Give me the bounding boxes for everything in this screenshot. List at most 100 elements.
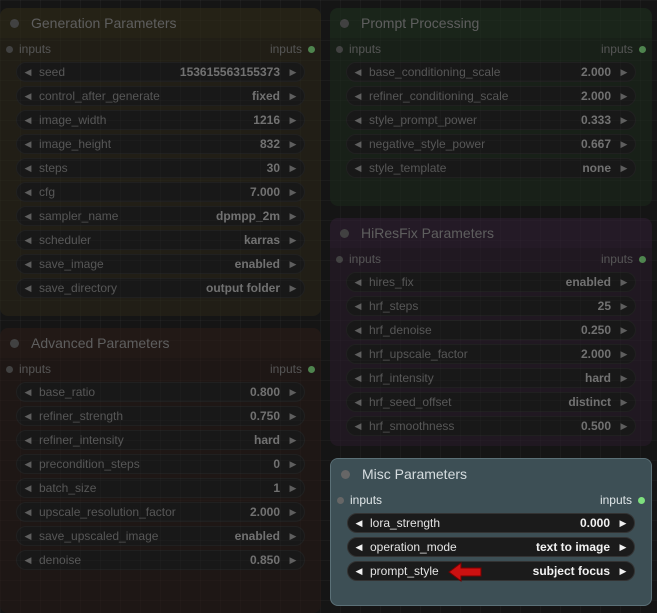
output-slot-icon[interactable] bbox=[639, 255, 646, 263]
increment-arrow-icon[interactable]: ▶ bbox=[620, 276, 628, 287]
widget-scheduler[interactable]: ◀ scheduler karras ▶ bbox=[16, 230, 305, 250]
increment-arrow-icon[interactable]: ▶ bbox=[620, 138, 628, 149]
decrement-arrow-icon[interactable]: ◀ bbox=[354, 66, 362, 77]
decrement-arrow-icon[interactable]: ◀ bbox=[24, 114, 32, 125]
decrement-arrow-icon[interactable]: ◀ bbox=[354, 396, 362, 407]
decrement-arrow-icon[interactable]: ◀ bbox=[24, 186, 32, 197]
node-header[interactable]: Prompt Processing bbox=[330, 8, 652, 38]
widget-negative-style-power[interactable]: ◀ negative_style_power 0.667 ▶ bbox=[346, 134, 636, 154]
widget-hrf-steps[interactable]: ◀ hrf_steps 25 ▶ bbox=[346, 296, 636, 316]
increment-arrow-icon[interactable]: ▶ bbox=[620, 90, 628, 101]
increment-arrow-icon[interactable]: ▶ bbox=[619, 565, 627, 576]
prompt-processing-node[interactable]: Prompt Processing inputs inputs ◀ base_co… bbox=[330, 8, 652, 206]
output-slot-icon[interactable] bbox=[308, 365, 315, 373]
widget-hrf-denoise[interactable]: ◀ hrf_denoise 0.250 ▶ bbox=[346, 320, 636, 340]
widget-control-after-generate[interactable]: ◀ control_after_generate fixed ▶ bbox=[16, 86, 305, 106]
decrement-arrow-icon[interactable]: ◀ bbox=[354, 324, 362, 335]
decrement-arrow-icon[interactable]: ◀ bbox=[24, 434, 32, 445]
widget-operation-mode[interactable]: ◀ operation_mode text to image ▶ bbox=[347, 537, 635, 557]
decrement-arrow-icon[interactable]: ◀ bbox=[354, 276, 362, 287]
node-header[interactable]: HiResFix Parameters bbox=[330, 218, 652, 248]
increment-arrow-icon[interactable]: ▶ bbox=[289, 114, 297, 125]
widget-save-image[interactable]: ◀ save_image enabled ▶ bbox=[16, 254, 305, 274]
decrement-arrow-icon[interactable]: ◀ bbox=[354, 420, 362, 431]
decrement-arrow-icon[interactable]: ◀ bbox=[24, 66, 32, 77]
widget-refiner-intensity[interactable]: ◀ refiner_intensity hard ▶ bbox=[16, 430, 305, 450]
collapse-dot-icon[interactable] bbox=[10, 18, 19, 28]
increment-arrow-icon[interactable]: ▶ bbox=[289, 210, 297, 221]
generation-parameters-node[interactable]: Generation Parameters inputs inputs ◀ see… bbox=[0, 8, 321, 316]
decrement-arrow-icon[interactable]: ◀ bbox=[24, 162, 32, 173]
widget-prompt-style[interactable]: ◀ prompt_style subject focus ▶ bbox=[347, 561, 635, 581]
increment-arrow-icon[interactable]: ▶ bbox=[620, 372, 628, 383]
misc-parameters-node[interactable]: Misc Parameters inputs inputs ◀ lora_stre… bbox=[330, 458, 652, 606]
decrement-arrow-icon[interactable]: ◀ bbox=[354, 162, 362, 173]
decrement-arrow-icon[interactable]: ◀ bbox=[24, 138, 32, 149]
decrement-arrow-icon[interactable]: ◀ bbox=[24, 410, 32, 421]
increment-arrow-icon[interactable]: ▶ bbox=[289, 162, 297, 173]
decrement-arrow-icon[interactable]: ◀ bbox=[24, 458, 32, 469]
increment-arrow-icon[interactable]: ▶ bbox=[620, 114, 628, 125]
decrement-arrow-icon[interactable]: ◀ bbox=[24, 282, 32, 293]
widget-denoise[interactable]: ◀ denoise 0.850 ▶ bbox=[16, 550, 305, 570]
increment-arrow-icon[interactable]: ▶ bbox=[289, 258, 297, 269]
widget-image-height[interactable]: ◀ image_height 832 ▶ bbox=[16, 134, 305, 154]
decrement-arrow-icon[interactable]: ◀ bbox=[24, 506, 32, 517]
output-slot-icon[interactable] bbox=[308, 45, 315, 53]
widget-save-directory[interactable]: ◀ save_directory output folder ▶ bbox=[16, 278, 305, 298]
increment-arrow-icon[interactable]: ▶ bbox=[619, 517, 627, 528]
increment-arrow-icon[interactable]: ▶ bbox=[620, 66, 628, 77]
decrement-arrow-icon[interactable]: ◀ bbox=[355, 565, 363, 576]
decrement-arrow-icon[interactable]: ◀ bbox=[355, 517, 363, 528]
decrement-arrow-icon[interactable]: ◀ bbox=[24, 482, 32, 493]
collapse-dot-icon[interactable] bbox=[10, 338, 19, 348]
output-slot-icon[interactable] bbox=[639, 45, 646, 53]
increment-arrow-icon[interactable]: ▶ bbox=[289, 234, 297, 245]
decrement-arrow-icon[interactable]: ◀ bbox=[24, 530, 32, 541]
hiresfix-parameters-node[interactable]: HiResFix Parameters inputs inputs ◀ hires… bbox=[330, 218, 652, 446]
collapse-dot-icon[interactable] bbox=[341, 469, 350, 479]
increment-arrow-icon[interactable]: ▶ bbox=[289, 90, 297, 101]
advanced-parameters-node[interactable]: Advanced Parameters inputs inputs ◀ base_… bbox=[0, 328, 321, 613]
increment-arrow-icon[interactable]: ▶ bbox=[620, 396, 628, 407]
increment-arrow-icon[interactable]: ▶ bbox=[289, 282, 297, 293]
widget-sampler-name[interactable]: ◀ sampler_name dpmpp_2m ▶ bbox=[16, 206, 305, 226]
widget-style-prompt-power[interactable]: ◀ style_prompt_power 0.333 ▶ bbox=[346, 110, 636, 130]
input-slot-icon[interactable] bbox=[336, 45, 343, 53]
decrement-arrow-icon[interactable]: ◀ bbox=[24, 234, 32, 245]
decrement-arrow-icon[interactable]: ◀ bbox=[354, 114, 362, 125]
increment-arrow-icon[interactable]: ▶ bbox=[620, 324, 628, 335]
widget-cfg[interactable]: ◀ cfg 7.000 ▶ bbox=[16, 182, 305, 202]
increment-arrow-icon[interactable]: ▶ bbox=[289, 554, 297, 565]
widget-steps[interactable]: ◀ steps 30 ▶ bbox=[16, 158, 305, 178]
widget-hrf-intensity[interactable]: ◀ hrf_intensity hard ▶ bbox=[346, 368, 636, 388]
node-header[interactable]: Advanced Parameters bbox=[0, 328, 321, 358]
decrement-arrow-icon[interactable]: ◀ bbox=[354, 138, 362, 149]
decrement-arrow-icon[interactable]: ◀ bbox=[355, 541, 363, 552]
widget-lora-strength[interactable]: ◀ lora_strength 0.000 ▶ bbox=[347, 513, 635, 533]
increment-arrow-icon[interactable]: ▶ bbox=[620, 300, 628, 311]
increment-arrow-icon[interactable]: ▶ bbox=[289, 482, 297, 493]
increment-arrow-icon[interactable]: ▶ bbox=[289, 186, 297, 197]
widget-base-conditioning-scale[interactable]: ◀ base_conditioning_scale 2.000 ▶ bbox=[346, 62, 636, 82]
decrement-arrow-icon[interactable]: ◀ bbox=[24, 210, 32, 221]
decrement-arrow-icon[interactable]: ◀ bbox=[354, 372, 362, 383]
input-slot-icon[interactable] bbox=[336, 255, 343, 263]
widget-upscale-resolution-factor[interactable]: ◀ upscale_resolution_factor 2.000 ▶ bbox=[16, 502, 305, 522]
widget-save-upscaled-image[interactable]: ◀ save_upscaled_image enabled ▶ bbox=[16, 526, 305, 546]
increment-arrow-icon[interactable]: ▶ bbox=[289, 66, 297, 77]
decrement-arrow-icon[interactable]: ◀ bbox=[354, 300, 362, 311]
collapse-dot-icon[interactable] bbox=[340, 18, 349, 28]
decrement-arrow-icon[interactable]: ◀ bbox=[24, 386, 32, 397]
decrement-arrow-icon[interactable]: ◀ bbox=[354, 90, 362, 101]
node-header[interactable]: Generation Parameters bbox=[0, 8, 321, 38]
decrement-arrow-icon[interactable]: ◀ bbox=[24, 258, 32, 269]
decrement-arrow-icon[interactable]: ◀ bbox=[24, 554, 32, 565]
increment-arrow-icon[interactable]: ▶ bbox=[289, 506, 297, 517]
widget-batch-size[interactable]: ◀ batch_size 1 ▶ bbox=[16, 478, 305, 498]
increment-arrow-icon[interactable]: ▶ bbox=[289, 434, 297, 445]
input-slot-icon[interactable] bbox=[337, 496, 344, 504]
input-slot-icon[interactable] bbox=[6, 365, 13, 373]
output-slot-icon[interactable] bbox=[638, 496, 645, 504]
increment-arrow-icon[interactable]: ▶ bbox=[620, 348, 628, 359]
